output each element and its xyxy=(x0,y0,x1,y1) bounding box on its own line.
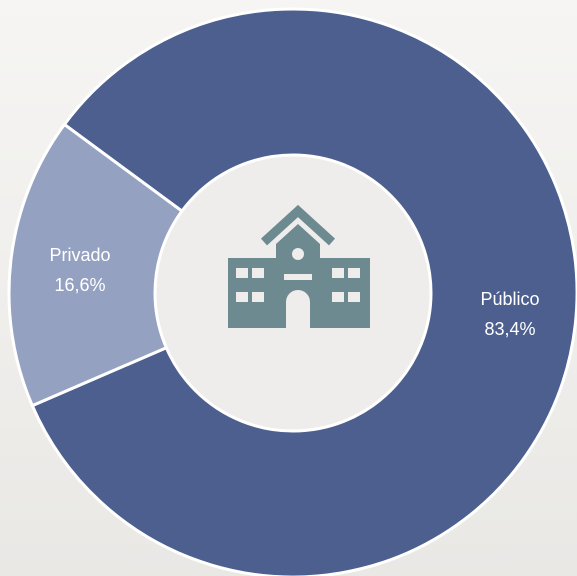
value-label: 83,4% xyxy=(484,319,535,339)
slice xyxy=(7,122,296,408)
category-label: Público xyxy=(480,289,539,309)
value-label: 16,6% xyxy=(54,275,105,295)
category-label: Privado xyxy=(49,245,110,265)
school-icon xyxy=(228,204,370,328)
